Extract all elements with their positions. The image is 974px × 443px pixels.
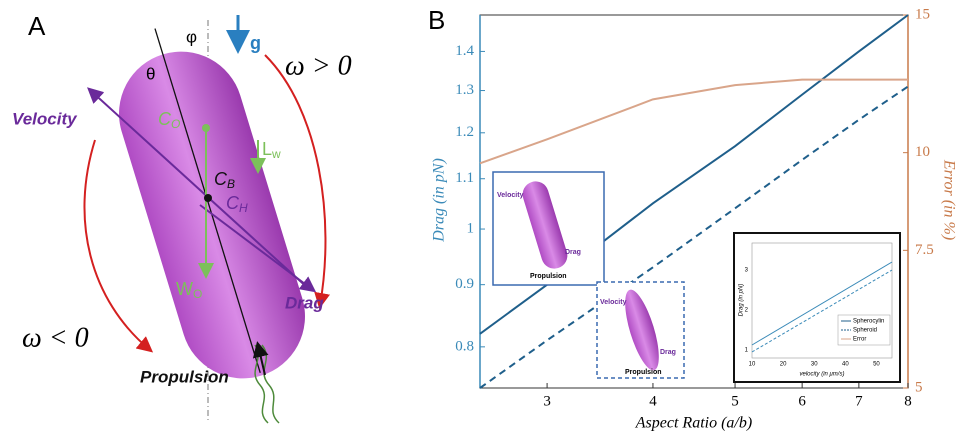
inset-label: Drag [565, 249, 581, 256]
y2-axis-label: Error (in %) [940, 159, 957, 240]
panel-b: B Aspect Ratio (a/b) Drag (in pN) Error … [428, 5, 957, 432]
velocity-label: Velocity [12, 109, 78, 128]
y2-tick-label: 15 [915, 6, 930, 22]
series-line [480, 80, 908, 164]
inset-label: Propulsion [625, 369, 662, 376]
inset-label: Propulsion [530, 273, 567, 280]
y-tick-label: 1 [467, 220, 475, 236]
x-tick-label: 3 [543, 393, 551, 409]
x-tick-label: 5 [731, 393, 739, 409]
center-b [204, 194, 212, 202]
y2-tick-label: 7.5 [915, 242, 934, 258]
center-o [202, 124, 210, 132]
x-tick-label: 4 [649, 393, 657, 409]
y-tick-label: 1.1 [455, 170, 474, 186]
propulsion-label: Propulsion [140, 367, 229, 386]
y-tick-label: 0.9 [455, 276, 474, 292]
inset-legend-label: Spheroid [853, 328, 877, 334]
y2-tick-label: 10 [915, 144, 930, 160]
y-tick-label: 1.3 [455, 82, 474, 98]
inset-label: Velocity [497, 192, 524, 199]
y-tick-label: 1.4 [455, 43, 474, 59]
gravity-label: g [250, 33, 261, 53]
inset-label: Velocity [600, 299, 627, 306]
y-tick-label: 0.8 [455, 338, 474, 354]
drag-label: Drag [285, 293, 324, 312]
panel-label: B [428, 5, 445, 35]
x-tick-label: 6 [798, 393, 806, 409]
inset-x-tick: 30 [811, 362, 818, 368]
inset-x-tick: 20 [780, 362, 787, 368]
inset-x-tick: 10 [749, 362, 756, 368]
omega-neg: ω < 0 [22, 322, 89, 353]
x-axis-label: Aspect Ratio (a/b) [635, 415, 752, 432]
y2-tick-label: 5 [915, 379, 923, 395]
panel-label: A [28, 11, 46, 41]
theta-label: θ [146, 64, 155, 83]
omega-pos: ω > 0 [285, 50, 352, 81]
inset-x-tick: 40 [842, 362, 849, 368]
inset-legend-label: Error [853, 337, 866, 343]
lw-label: Lw [262, 139, 281, 161]
y-axis-label: Drag (in pN) [431, 158, 448, 243]
inset-x-label: velocity (in μm/s) [800, 372, 845, 378]
phi-label: φ [186, 27, 197, 46]
x-tick-label: 7 [855, 393, 863, 409]
y-tick-label: 1.2 [455, 124, 474, 140]
panel-a: A g φ θ ω > 0 ω < 0 Velocity Drag Propul… [12, 10, 352, 423]
x-tick-label: 8 [904, 393, 912, 409]
inset-label: Drag [660, 349, 676, 356]
figure: A g φ θ ω > 0 ω < 0 Velocity Drag Propul… [0, 0, 974, 438]
inset-chart-frame [734, 233, 900, 382]
inset-x-tick: 50 [873, 362, 880, 368]
inset-legend-label: Spherocylin [853, 319, 884, 325]
